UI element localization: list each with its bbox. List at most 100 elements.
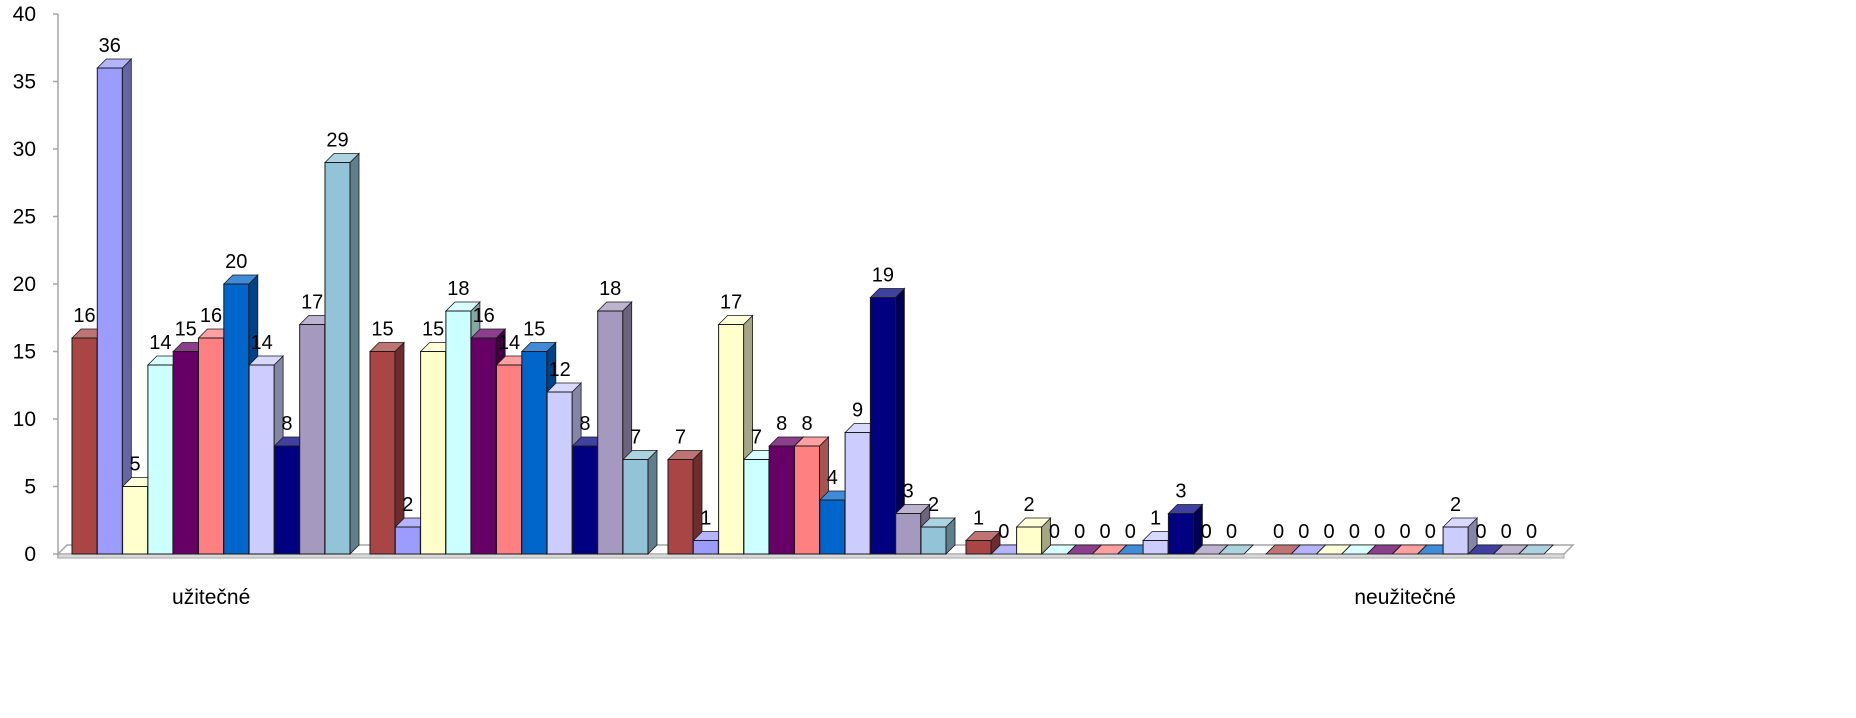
data-label: 29 — [326, 130, 348, 152]
bar-front — [1442, 526, 1469, 555]
data-label: 19 — [872, 265, 894, 287]
data-label: 20 — [225, 251, 247, 273]
data-label: 14 — [149, 332, 171, 354]
data-label: 15 — [371, 319, 393, 341]
data-label: 1 — [973, 508, 984, 530]
bar-front — [718, 324, 745, 555]
data-label: 0 — [1273, 521, 1284, 543]
data-label: 14 — [250, 332, 272, 354]
bar — [369, 341, 405, 555]
data-label: 17 — [301, 292, 323, 314]
y-tick-label: 35 — [13, 71, 36, 94]
data-label: 2 — [1450, 494, 1461, 516]
bar-front — [71, 337, 98, 555]
data-label: 0 — [1324, 521, 1335, 543]
data-label: 1 — [700, 508, 711, 530]
bar-front — [394, 526, 421, 555]
bar — [742, 449, 779, 555]
bar-front — [420, 351, 447, 555]
y-tick-label: 20 — [13, 273, 36, 296]
data-label: 9 — [852, 400, 863, 422]
data-label: 8 — [801, 413, 812, 435]
bar-front — [794, 445, 820, 555]
y-tick-label: 0 — [24, 543, 36, 566]
bar — [96, 58, 133, 555]
data-label: 0 — [1475, 521, 1486, 543]
bar-front — [122, 486, 149, 555]
bar-front — [172, 351, 199, 555]
data-label: 8 — [579, 413, 590, 435]
data-label: 0 — [1074, 521, 1085, 543]
bar-side — [349, 152, 360, 555]
data-label: 0 — [1501, 521, 1512, 543]
data-label: 3 — [1175, 481, 1186, 503]
bar-front — [521, 351, 548, 555]
data-label: 0 — [1425, 521, 1436, 543]
data-label: 0 — [1526, 521, 1537, 543]
data-label: 0 — [1374, 521, 1385, 543]
data-label: 17 — [720, 292, 742, 314]
bar-front — [445, 310, 472, 555]
bar-front — [96, 67, 123, 555]
bar-front — [920, 526, 947, 555]
data-label: 15 — [422, 319, 444, 341]
bar — [622, 449, 658, 555]
data-label: 18 — [447, 278, 469, 300]
bar-front — [895, 513, 922, 555]
bar-front — [1016, 526, 1043, 555]
data-label: 14 — [498, 332, 520, 354]
bar-front — [692, 540, 719, 555]
data-label: 1 — [1150, 508, 1161, 530]
y-tick-label: 40 — [13, 3, 36, 26]
bar-front — [571, 445, 598, 555]
bar — [324, 152, 360, 555]
data-label: 5 — [130, 454, 141, 476]
bar-top — [1518, 544, 1554, 555]
bar-front — [869, 297, 896, 555]
data-label: 15 — [523, 319, 545, 341]
data-label: 0 — [1226, 521, 1237, 543]
bar-front — [1167, 513, 1194, 555]
data-label: 7 — [630, 427, 641, 449]
data-label: 18 — [599, 278, 621, 300]
bar-front — [622, 459, 649, 555]
bar — [1015, 517, 1052, 555]
y-tick-label: 25 — [13, 206, 36, 229]
category-label: neužitečné — [1354, 586, 1456, 609]
category-label: užitečné — [172, 586, 250, 609]
bar-front — [768, 445, 795, 555]
bar — [920, 517, 956, 555]
data-label: 36 — [99, 35, 121, 57]
data-label: 16 — [473, 305, 495, 327]
bar-front — [496, 364, 522, 555]
data-label: 0 — [1099, 521, 1110, 543]
bar-front — [965, 540, 992, 555]
data-label: 0 — [1201, 521, 1212, 543]
y-tick-label: 30 — [13, 138, 36, 161]
data-label: 0 — [1049, 521, 1060, 543]
bar-front — [248, 364, 275, 555]
bar-front — [273, 445, 300, 555]
bar — [965, 530, 1001, 555]
data-label: 15 — [175, 319, 197, 341]
y-tick-label: 5 — [24, 476, 36, 499]
y-tick-label: 15 — [13, 341, 36, 364]
data-label: 0 — [1399, 521, 1410, 543]
bar-front — [147, 364, 174, 555]
data-label: 16 — [73, 305, 95, 327]
bar-front — [819, 499, 846, 555]
bar-front — [546, 391, 573, 555]
bar — [1518, 544, 1554, 555]
bar-top — [1218, 544, 1254, 555]
bar-front — [369, 351, 396, 555]
data-label: 12 — [548, 359, 570, 381]
bar — [1167, 503, 1204, 555]
data-label: 4 — [827, 467, 838, 489]
bar-front — [198, 337, 224, 555]
bar-front — [667, 459, 694, 555]
data-label: 2 — [928, 494, 939, 516]
bar-front — [844, 432, 871, 555]
bar-front — [743, 459, 770, 555]
